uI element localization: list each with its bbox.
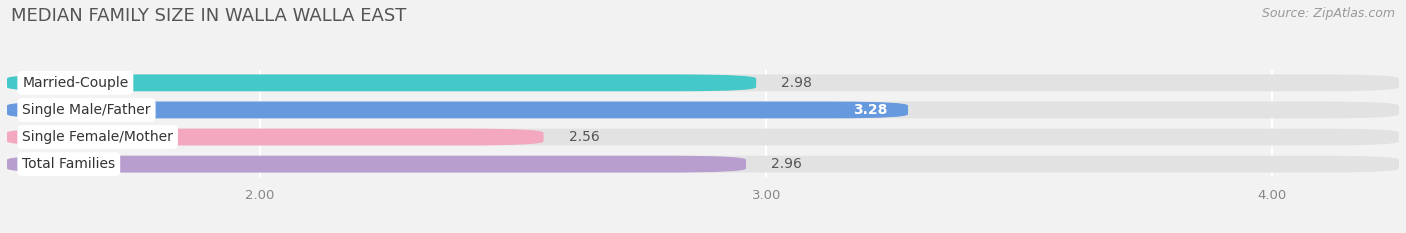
FancyBboxPatch shape <box>7 75 1399 91</box>
FancyBboxPatch shape <box>7 156 747 172</box>
FancyBboxPatch shape <box>7 102 908 118</box>
Text: Total Families: Total Families <box>22 157 115 171</box>
Text: 2.56: 2.56 <box>569 130 599 144</box>
Text: Source: ZipAtlas.com: Source: ZipAtlas.com <box>1261 7 1395 20</box>
Text: 3.28: 3.28 <box>853 103 887 117</box>
FancyBboxPatch shape <box>7 156 1399 172</box>
Text: 2.98: 2.98 <box>782 76 813 90</box>
FancyBboxPatch shape <box>7 102 1399 118</box>
Text: 2.96: 2.96 <box>772 157 803 171</box>
Text: MEDIAN FAMILY SIZE IN WALLA WALLA EAST: MEDIAN FAMILY SIZE IN WALLA WALLA EAST <box>11 7 406 25</box>
FancyBboxPatch shape <box>7 129 544 145</box>
Text: Married-Couple: Married-Couple <box>22 76 128 90</box>
Text: Single Female/Mother: Single Female/Mother <box>22 130 173 144</box>
FancyBboxPatch shape <box>7 129 1399 145</box>
Text: Single Male/Father: Single Male/Father <box>22 103 150 117</box>
FancyBboxPatch shape <box>7 75 756 91</box>
